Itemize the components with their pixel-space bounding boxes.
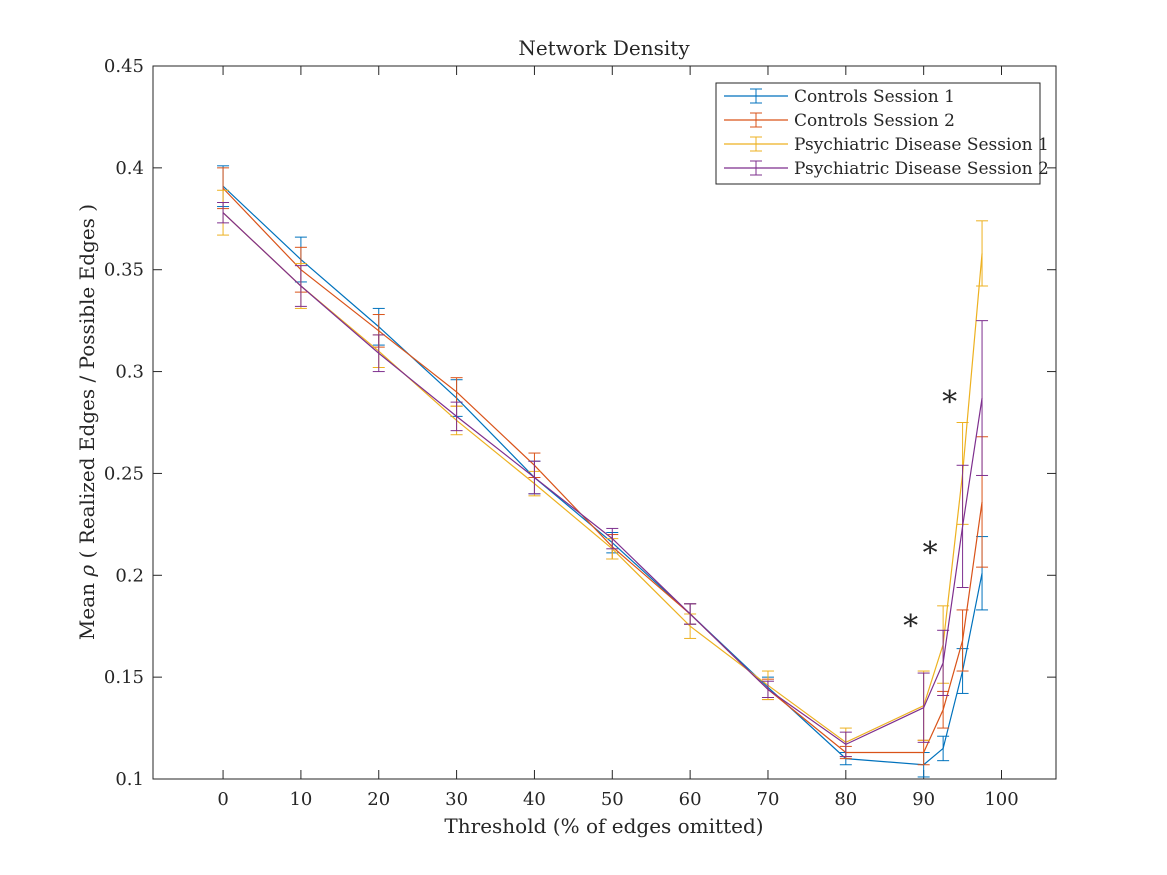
error-bar	[839, 731, 852, 758]
legend-box	[715, 82, 1041, 185]
error-bar	[956, 609, 969, 672]
error-bar	[450, 401, 463, 432]
significance-marker: *	[903, 609, 918, 644]
series-4	[217, 201, 989, 758]
legend-item: Psychiatric Disease Session 2	[724, 159, 1049, 179]
y-axis-title-suffix: ( Realized Edges / Possible Edges )	[75, 204, 99, 565]
error-bar	[956, 464, 969, 589]
y-axis-title-prefix: Mean	[75, 577, 99, 640]
legend: Controls Session 1 Controls Session 2 Psyc…	[715, 82, 1049, 185]
legend-item: Controls Session 2	[724, 111, 955, 131]
legend-item: Psychiatric Disease Session 1	[724, 135, 1049, 155]
error-bar	[917, 672, 930, 743]
x-tick-label: 70	[757, 789, 780, 810]
legend-label: Controls Session 1	[794, 87, 955, 107]
y-tick-label: 0.3	[115, 362, 144, 383]
error-bar	[976, 220, 989, 287]
error-bar	[937, 629, 950, 696]
y-tick-label: 0.35	[104, 260, 144, 281]
error-bar	[528, 460, 541, 495]
error-bar	[937, 735, 950, 762]
plot-area: 0 10 20 30 40 50 60 70 80 90 100 0.1 0.15 0.2 0.25 0.3 0…	[104, 56, 1057, 810]
y-tick-label: 0.25	[104, 463, 144, 484]
x-tick-label: 20	[367, 789, 390, 810]
x-tick-label: 10	[289, 789, 312, 810]
x-tick-label: 40	[523, 789, 546, 810]
y-tick-label: 0.1	[115, 769, 144, 790]
x-tick-label: 30	[445, 789, 468, 810]
significance-marker: *	[942, 385, 957, 420]
x-tick-label: 80	[834, 789, 857, 810]
y-tick-label: 0.15	[104, 667, 144, 688]
y-axis-title: Mean ρ ( Realized Edges / Possible Edges…	[75, 204, 99, 640]
x-tick-label: 0	[217, 789, 228, 810]
x-axis-title: Threshold (% of edges omitted)	[444, 814, 763, 838]
error-bar	[372, 334, 385, 373]
error-bar	[761, 680, 774, 699]
error-bar	[217, 201, 230, 224]
error-bar	[976, 320, 989, 476]
legend-label: Psychiatric Disease Session 2	[794, 159, 1049, 179]
x-tick-label: 60	[679, 789, 702, 810]
legend-label: Psychiatric Disease Session 1	[794, 135, 1049, 155]
x-tick-label: 90	[912, 789, 935, 810]
y-axis-title-symbol: ρ	[75, 565, 99, 578]
legend-item: Controls Session 1	[724, 87, 955, 107]
x-tick-label: 100	[984, 789, 1018, 810]
error-bar	[294, 265, 307, 307]
error-bar	[606, 527, 619, 550]
y-tick-label: 0.4	[115, 158, 144, 179]
x-tick-label: 50	[601, 789, 624, 810]
significance-marker: *	[923, 536, 938, 571]
legend-label: Controls Session 2	[794, 111, 955, 131]
y-tick-label: 0.2	[115, 565, 144, 586]
y-tick-label: 0.45	[104, 56, 144, 77]
axes-box	[152, 65, 1057, 780]
error-bar	[684, 603, 697, 625]
chart-title: Network Density	[518, 36, 690, 60]
